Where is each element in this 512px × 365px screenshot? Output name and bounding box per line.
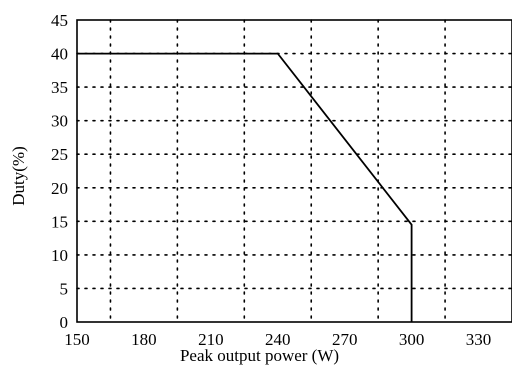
plot-area-frame	[76, 19, 512, 323]
y-tick-label-15: 15	[51, 212, 68, 231]
x-tick-labels: 150 180 210 240 270 300 330	[64, 330, 491, 349]
y-tick-label-0: 0	[60, 313, 69, 332]
y-tick-label-20: 20	[51, 179, 68, 198]
y-tick-label-30: 30	[51, 112, 68, 131]
series-line-1	[77, 52, 413, 322]
x-tick-label-150: 150	[64, 330, 90, 349]
grid-layer	[76, 19, 512, 323]
series-layer	[77, 52, 413, 322]
x-tick-label-180: 180	[131, 330, 157, 349]
x-tick-label-330: 330	[466, 330, 492, 349]
x-tick-label-270: 270	[332, 330, 358, 349]
y-tick-label-35: 35	[51, 78, 68, 97]
y-tick-label-5: 5	[60, 279, 69, 298]
y-axis-label: Duty(%)	[9, 146, 28, 205]
x-tick-label-210: 210	[198, 330, 224, 349]
y-tick-label-25: 25	[51, 145, 68, 164]
y-tick-label-45: 45	[51, 11, 68, 30]
y-tick-label-10: 10	[51, 246, 68, 265]
y-tick-labels: 0 5 10 15 20 25 30 35 40 45	[51, 11, 68, 332]
x-tick-label-240: 240	[265, 330, 291, 349]
x-axis-label: Peak output power (W)	[180, 346, 339, 365]
y-tick-label-40: 40	[51, 45, 68, 64]
x-tick-label-300: 300	[399, 330, 425, 349]
